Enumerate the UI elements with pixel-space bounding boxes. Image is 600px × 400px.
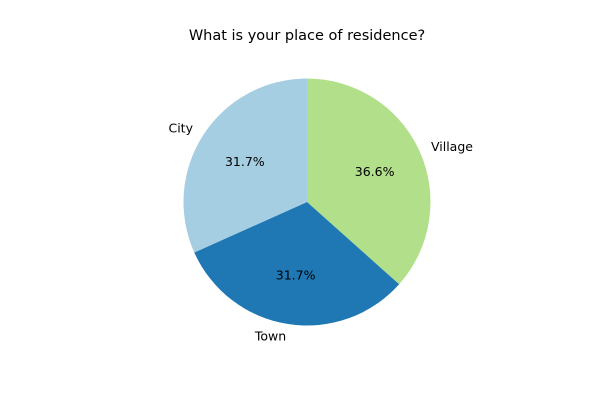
pie-slice-city	[183, 78, 307, 253]
pie-slice-village	[307, 78, 431, 285]
pie-labels: Village 36.6% Town 31.7% City 31.7%	[168, 121, 473, 344]
slice-percent-town: 31.7%	[276, 268, 316, 283]
slice-percent-city: 31.7%	[225, 154, 265, 169]
slice-label-town: Town	[254, 329, 286, 344]
chart-title: What is your place of residence?	[189, 28, 425, 44]
slice-percent-village: 36.6%	[355, 164, 395, 179]
pie-slice-town	[194, 202, 400, 326]
slice-label-village: Village	[431, 139, 473, 154]
slice-label-city: City	[168, 121, 193, 136]
pie-slices	[183, 78, 431, 326]
